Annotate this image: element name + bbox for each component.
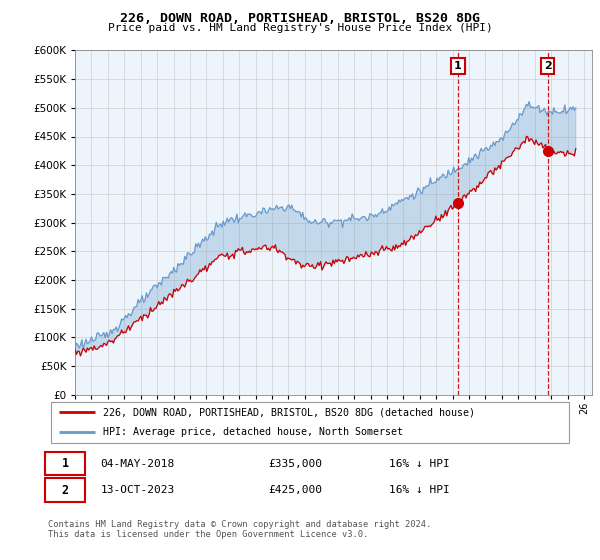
Text: 04-MAY-2018: 04-MAY-2018 bbox=[101, 459, 175, 469]
Text: 226, DOWN ROAD, PORTISHEAD, BRISTOL, BS20 8DG: 226, DOWN ROAD, PORTISHEAD, BRISTOL, BS2… bbox=[120, 12, 480, 25]
Text: 13-OCT-2023: 13-OCT-2023 bbox=[101, 485, 175, 495]
Text: 16% ↓ HPI: 16% ↓ HPI bbox=[389, 459, 450, 469]
Text: £335,000: £335,000 bbox=[269, 459, 323, 469]
Text: HPI: Average price, detached house, North Somerset: HPI: Average price, detached house, Nort… bbox=[103, 427, 403, 437]
FancyBboxPatch shape bbox=[46, 478, 85, 502]
Text: 1: 1 bbox=[62, 457, 68, 470]
FancyBboxPatch shape bbox=[50, 402, 569, 443]
FancyBboxPatch shape bbox=[46, 452, 85, 475]
Text: 2: 2 bbox=[62, 484, 68, 497]
Text: 1: 1 bbox=[454, 60, 462, 71]
Text: Price paid vs. HM Land Registry's House Price Index (HPI): Price paid vs. HM Land Registry's House … bbox=[107, 23, 493, 33]
Text: £425,000: £425,000 bbox=[269, 485, 323, 495]
Text: 226, DOWN ROAD, PORTISHEAD, BRISTOL, BS20 8DG (detached house): 226, DOWN ROAD, PORTISHEAD, BRISTOL, BS2… bbox=[103, 407, 475, 417]
Text: 16% ↓ HPI: 16% ↓ HPI bbox=[389, 485, 450, 495]
Text: 2: 2 bbox=[544, 60, 551, 71]
Text: Contains HM Land Registry data © Crown copyright and database right 2024.
This d: Contains HM Land Registry data © Crown c… bbox=[48, 520, 431, 539]
